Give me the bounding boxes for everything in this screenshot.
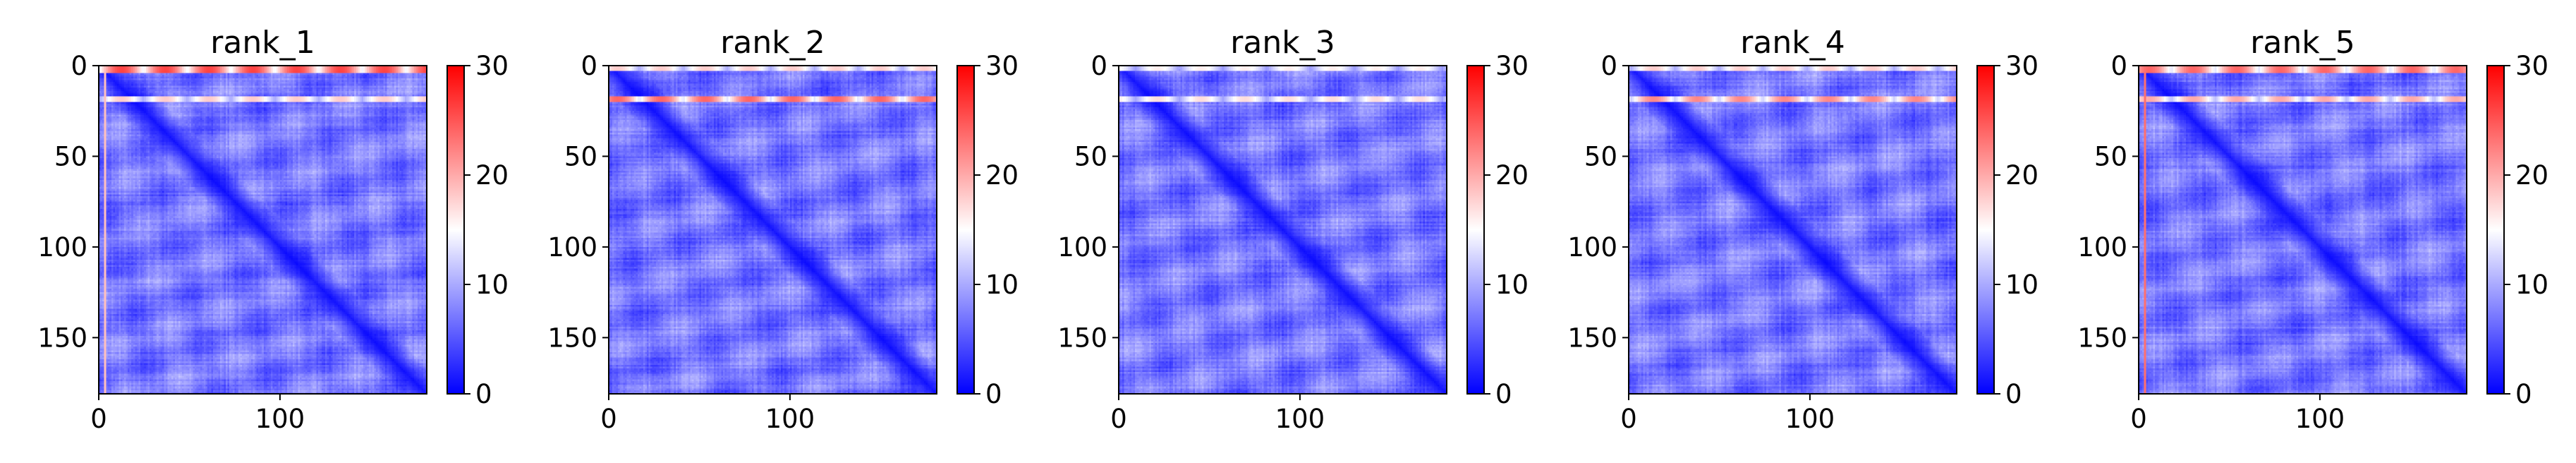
panel-title: rank_5 [2250, 25, 2355, 61]
colorbar [446, 65, 465, 395]
colorbar [956, 65, 975, 395]
colorbar-tick-label: 30 [985, 51, 1019, 81]
x-tick-label: 0 [2130, 404, 2147, 434]
panel-title: rank_1 [210, 25, 315, 61]
colorbar-tick-label: 0 [985, 379, 1002, 409]
x-tick-label: 0 [1620, 404, 1637, 434]
x-tick-label: 0 [1110, 404, 1127, 434]
x-tick-label: 100 [2295, 404, 2345, 434]
colorbar [1976, 65, 1995, 395]
y-tick-label: 150 [1057, 323, 1107, 353]
colorbar-tick-label: 30 [2515, 51, 2548, 81]
y-tick-label: 50 [1074, 141, 1107, 172]
y-tick-label: 50 [1584, 141, 1617, 172]
colorbar-tick-label: 10 [2515, 270, 2548, 300]
y-tick-label: 50 [54, 141, 87, 172]
y-tick-label: 100 [547, 232, 597, 263]
heatmap-panel-4: rank_4 0 100 0 50 100 150 0 10 20 30 [1567, 25, 2039, 434]
heatmap-panel-1: rank_1 0 100 0 50 100 150 0 10 20 30 [37, 25, 509, 434]
x-tick-label: 100 [765, 404, 815, 434]
heatmap-image [2139, 66, 2467, 394]
colorbar-tick-label: 10 [1495, 270, 1529, 300]
colorbar-tick-label: 20 [1495, 160, 1529, 191]
y-tick-label: 0 [1090, 51, 1107, 81]
heatmap-image [609, 66, 937, 394]
y-tick-label: 100 [37, 232, 87, 263]
heatmap-panel-5: rank_5 0 100 0 50 100 150 0 10 20 30 [2077, 25, 2548, 434]
panel-title: rank_3 [1230, 25, 1335, 61]
axes-frame [2138, 65, 2467, 395]
colorbar-tick-label: 0 [1495, 379, 1512, 409]
y-tick-label: 0 [1600, 51, 1617, 81]
y-tick-label: 0 [71, 51, 87, 81]
x-tick-label: 100 [255, 404, 305, 434]
colorbar-tick-label: 30 [1495, 51, 1529, 81]
y-tick-label: 100 [1567, 232, 1617, 263]
heatmap-image [99, 66, 427, 394]
colorbar-tick-label: 30 [2005, 51, 2039, 81]
colorbar-tick-label: 10 [985, 270, 1019, 300]
y-tick-label: 50 [564, 141, 597, 172]
panel-title: rank_4 [1740, 25, 1845, 61]
colorbar-tick-label: 0 [2515, 379, 2532, 409]
colorbar-tick-label: 10 [475, 270, 509, 300]
y-tick-label: 0 [2110, 51, 2127, 81]
y-tick-label: 100 [2077, 232, 2127, 263]
heatmap-panel-2: rank_2 0 100 0 50 100 150 0 10 20 30 [547, 25, 1019, 434]
heatmap-image [1629, 66, 1957, 394]
y-tick-label: 150 [2077, 323, 2127, 353]
y-tick-label: 150 [1567, 323, 1617, 353]
y-tick-label: 150 [547, 323, 597, 353]
x-tick-label: 0 [90, 404, 107, 434]
colorbar-tick-label: 20 [2515, 160, 2548, 191]
y-tick-label: 0 [581, 51, 597, 81]
colorbar [2486, 65, 2505, 395]
colorbar-tick-label: 20 [475, 160, 509, 191]
colorbar-tick-label: 20 [985, 160, 1019, 191]
colorbar-tick-label: 20 [2005, 160, 2039, 191]
colorbar [1466, 65, 1485, 395]
axes-frame [1628, 65, 1957, 395]
x-tick-label: 0 [600, 404, 617, 434]
heatmap-panel-3: rank_3 0 100 0 50 100 150 0 10 20 30 [1057, 25, 1529, 434]
x-tick-label: 100 [1785, 404, 1835, 434]
colorbar-tick-label: 30 [475, 51, 509, 81]
y-tick-label: 100 [1057, 232, 1107, 263]
x-tick-label: 100 [1275, 404, 1325, 434]
panel-title: rank_2 [720, 25, 825, 61]
axes-frame [98, 65, 427, 395]
axes-frame [1118, 65, 1447, 395]
y-tick-label: 50 [2094, 141, 2127, 172]
axes-frame [608, 65, 937, 395]
heatmap-image [1119, 66, 1447, 394]
colorbar-tick-label: 0 [2005, 379, 2022, 409]
colorbar-tick-label: 10 [2005, 270, 2039, 300]
y-tick-label: 150 [37, 323, 87, 353]
colorbar-tick-label: 0 [475, 379, 492, 409]
